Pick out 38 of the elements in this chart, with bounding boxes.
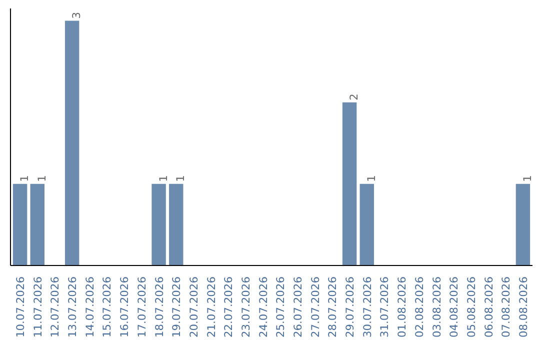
x-tick-label: 31.07.2026 (378, 276, 392, 338)
x-tick-label: 30.07.2026 (360, 276, 374, 338)
x-tick-label: 12.07.2026 (48, 276, 62, 338)
x-tick-label: 06.08.2026 (482, 276, 496, 338)
x-tick-label: 10.07.2026 (14, 276, 28, 338)
x-tick-label: 04.08.2026 (448, 276, 461, 338)
x-tick-label: 03.08.2026 (430, 276, 444, 338)
x-tick-label: 11.07.2026 (31, 276, 44, 338)
x-tick-label: 20.07.2026 (187, 276, 200, 338)
x-tick-label: 05.08.2026 (464, 276, 478, 338)
x-tick-label: 17.07.2026 (135, 276, 148, 338)
data-label: 1 (156, 175, 170, 182)
x-tick-label: 07.08.2026 (500, 276, 513, 338)
x-tick-label: 25.07.2026 (274, 276, 288, 338)
x-tick-label: 14.07.2026 (83, 276, 96, 338)
x-tick-label: 21.07.2026 (204, 276, 218, 338)
x-tick-label: 24.07.2026 (256, 276, 270, 338)
x-tick-label: 22.07.2026 (222, 276, 236, 338)
data-label: 2 (348, 94, 361, 100)
x-tick-label: 19.07.2026 (170, 276, 184, 338)
x-tick-label: 02.08.2026 (412, 276, 426, 338)
data-label: 1 (174, 175, 188, 182)
x-tick-label: 28.07.2026 (326, 276, 340, 338)
x-tick-label: 08.08.2026 (516, 276, 530, 338)
x-tick-label: 13.07.2026 (66, 276, 80, 338)
data-label: 1 (364, 175, 378, 182)
x-tick-label: 23.07.2026 (239, 276, 252, 338)
x-tick-label: 01.08.2026 (396, 276, 409, 338)
data-label: 3 (70, 12, 84, 19)
x-tick-label: 16.07.2026 (118, 276, 132, 338)
x-tick-label: 26.07.2026 (292, 276, 305, 338)
data-label: 1 (35, 175, 48, 182)
x-tick-label: 18.07.2026 (152, 276, 166, 338)
x-tick-label: 27.07.2026 (308, 276, 322, 338)
data-label: 1 (18, 175, 32, 182)
x-tick-label: 15.07.2026 (100, 276, 114, 338)
x-tick-label: 29.07.2026 (344, 276, 357, 338)
data-label: 1 (520, 175, 534, 182)
